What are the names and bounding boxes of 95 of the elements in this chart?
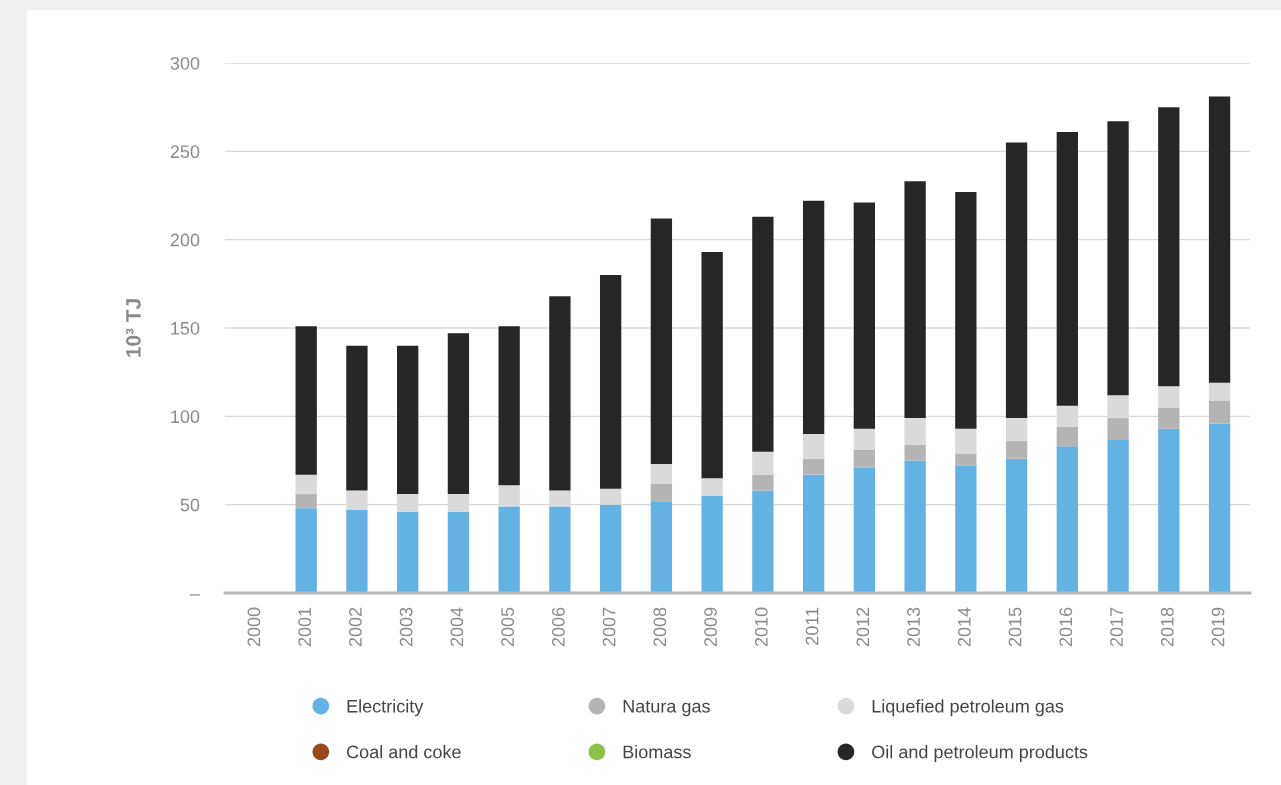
y-axis-title: 10³ TJ bbox=[126, 299, 141, 357]
bar bbox=[1208, 382, 1231, 401]
bar bbox=[397, 345, 419, 495]
bar bbox=[447, 511, 470, 593]
bar bbox=[752, 474, 774, 491]
bar bbox=[295, 326, 317, 475]
bar bbox=[1158, 407, 1180, 429]
bar bbox=[752, 490, 774, 593]
x-tick-label: 2014 bbox=[957, 607, 971, 647]
y-tick-label: – bbox=[189, 594, 200, 596]
bar bbox=[955, 428, 977, 454]
bar bbox=[853, 467, 876, 593]
legend-label: Coal and coke bbox=[347, 745, 461, 759]
bar bbox=[1158, 386, 1180, 408]
bar bbox=[599, 275, 622, 489]
x-tick-label: 2018 bbox=[1160, 607, 1174, 647]
bar bbox=[599, 504, 622, 593]
bar bbox=[549, 296, 571, 491]
x-tick-label: 2011 bbox=[805, 607, 819, 645]
x-tick-label: 2003 bbox=[399, 607, 413, 647]
bar bbox=[853, 202, 876, 429]
bar bbox=[1107, 418, 1129, 440]
y-tick-label: 50 bbox=[180, 498, 200, 512]
x-tick-label: 2015 bbox=[1008, 607, 1022, 647]
bar bbox=[904, 460, 926, 593]
x-tick-label: 2006 bbox=[551, 607, 565, 647]
bar bbox=[701, 495, 723, 593]
x-tick-label: 2001 bbox=[298, 607, 312, 647]
bar bbox=[1208, 96, 1231, 383]
bar bbox=[346, 345, 368, 491]
bar bbox=[1158, 428, 1180, 593]
bar bbox=[1056, 426, 1078, 447]
bar bbox=[295, 474, 317, 495]
legend-label: Natura gas bbox=[623, 700, 710, 717]
x-tick-label: 2016 bbox=[1059, 607, 1073, 647]
bar bbox=[904, 181, 926, 419]
x-tick-label: 2017 bbox=[1110, 607, 1123, 647]
bar bbox=[295, 494, 317, 509]
bar bbox=[752, 451, 774, 475]
bar bbox=[1005, 441, 1028, 459]
y-tick-label: 200 bbox=[170, 233, 200, 247]
bar bbox=[1208, 400, 1231, 424]
bar bbox=[498, 506, 520, 593]
bar bbox=[1056, 131, 1078, 406]
bar bbox=[650, 483, 673, 502]
legend-label: Electricity bbox=[347, 699, 424, 717]
bar bbox=[1107, 121, 1129, 396]
bar bbox=[802, 474, 825, 593]
bar bbox=[1107, 439, 1129, 593]
bar bbox=[498, 326, 520, 486]
bar bbox=[1005, 142, 1028, 419]
bar bbox=[955, 465, 977, 593]
x-tick-label: 2002 bbox=[348, 607, 362, 647]
y-tick-label: 300 bbox=[170, 56, 200, 70]
bar bbox=[549, 506, 571, 593]
x-tick-label: 2009 bbox=[704, 607, 717, 647]
bar bbox=[1005, 458, 1028, 593]
bar bbox=[701, 478, 723, 496]
bar bbox=[802, 200, 825, 434]
bar bbox=[295, 508, 317, 593]
bar bbox=[904, 444, 926, 461]
legend-label: Biomass bbox=[623, 745, 691, 759]
legend-label: Liquefied petroleum gas bbox=[872, 699, 1064, 717]
bar bbox=[1208, 423, 1231, 593]
bar bbox=[650, 218, 673, 465]
x-tick-label: 2019 bbox=[1211, 607, 1225, 647]
x-tick-label: 2007 bbox=[602, 607, 616, 647]
bar bbox=[853, 428, 876, 450]
bar bbox=[397, 511, 419, 593]
x-tick-label: 2000 bbox=[247, 607, 261, 647]
x-tick-label: 2010 bbox=[754, 607, 768, 647]
y-tick-label: 100 bbox=[171, 410, 200, 424]
bar bbox=[955, 191, 977, 429]
x-tick-label: 2005 bbox=[501, 607, 515, 647]
x-tick-label: 2012 bbox=[856, 607, 870, 647]
bar bbox=[447, 333, 470, 495]
x-tick-label: 2013 bbox=[907, 607, 920, 647]
bar bbox=[1158, 107, 1180, 387]
y-tick-label: 150 bbox=[171, 321, 200, 335]
bar bbox=[802, 434, 825, 459]
bar bbox=[955, 453, 977, 466]
legend-label: Oil and petroleum products bbox=[872, 745, 1088, 762]
bar bbox=[650, 501, 673, 593]
bar bbox=[346, 509, 368, 593]
bar bbox=[1005, 418, 1028, 442]
bar bbox=[802, 458, 825, 475]
bar bbox=[904, 418, 926, 445]
x-tick-label: 2004 bbox=[450, 607, 464, 647]
bar bbox=[752, 216, 774, 452]
bar bbox=[1056, 446, 1078, 593]
bar bbox=[650, 464, 673, 484]
y-tick-label: 250 bbox=[170, 145, 200, 159]
bar bbox=[853, 449, 876, 468]
bar bbox=[701, 252, 723, 479]
x-tick-label: 2008 bbox=[653, 607, 667, 647]
